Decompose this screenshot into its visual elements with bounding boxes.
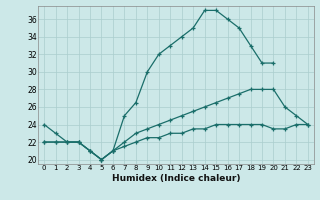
X-axis label: Humidex (Indice chaleur): Humidex (Indice chaleur) — [112, 174, 240, 183]
